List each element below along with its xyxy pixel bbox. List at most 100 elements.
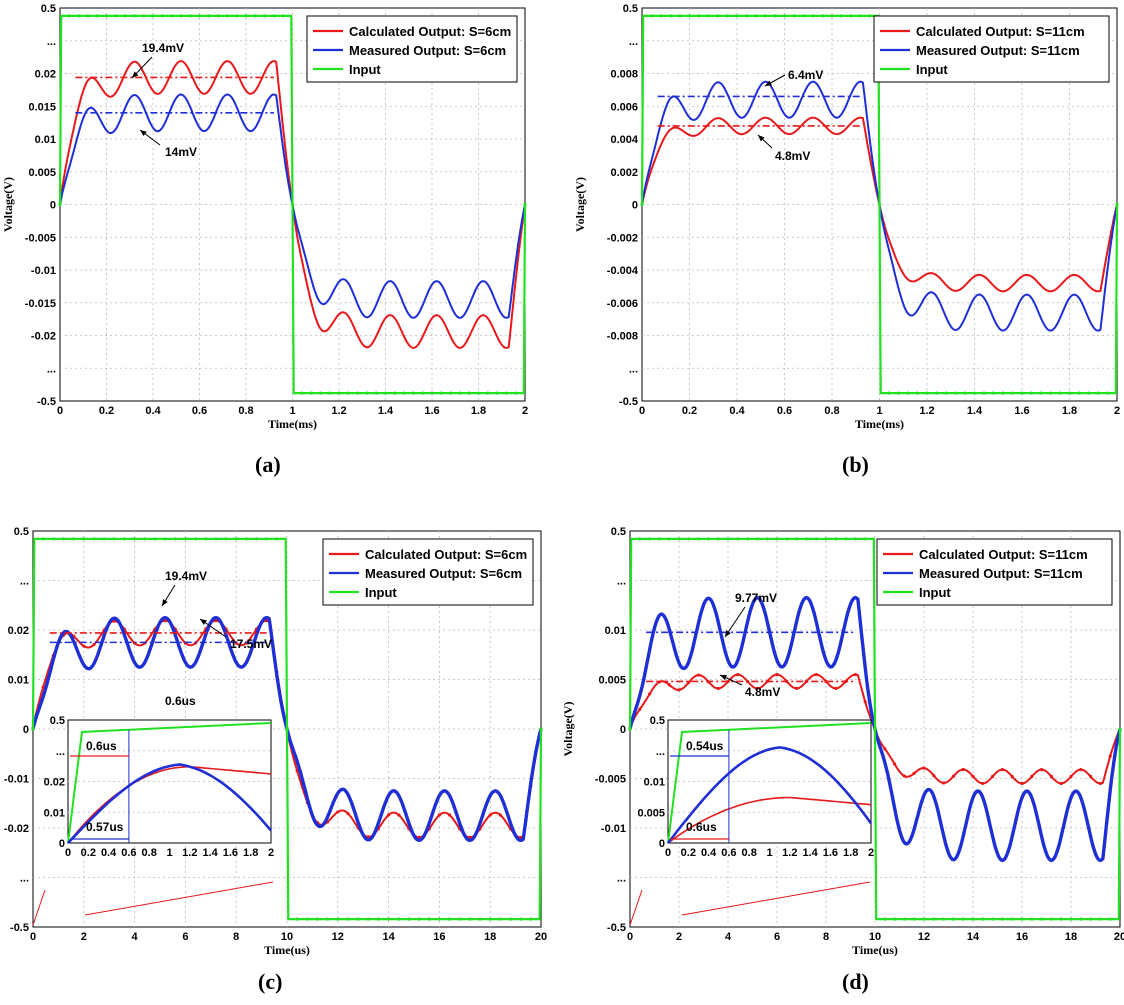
y-tick-a: 0.01 (35, 134, 56, 146)
series-marker-c-2 (508, 917, 513, 921)
annotation-d-1: 4.8mV (745, 685, 780, 699)
annotation-c-1: 17.5mV (230, 637, 272, 651)
series-marker-c-2 (72, 537, 76, 541)
series-marker-a-2 (458, 391, 462, 395)
series-marker-a-2 (514, 391, 518, 395)
series-marker-a-2 (67, 14, 71, 18)
series-marker-a-2 (337, 391, 341, 395)
inset-x-tick-d: 1.8 (843, 847, 858, 859)
annotation-a-1: 14mV (165, 145, 197, 159)
x-tick-a: 1.4 (378, 405, 394, 417)
series-marker-a-2 (179, 14, 183, 18)
series-marker-d-2 (873, 727, 877, 731)
series-marker-d-2 (824, 537, 828, 541)
series-marker-c-2 (275, 537, 279, 541)
zoom-line-d-1 (681, 881, 871, 916)
series-marker-b-2 (1105, 391, 1110, 395)
x-tick-d: 10 (869, 931, 881, 943)
x-tick-a: 1.6 (424, 405, 439, 417)
y-tick-d: 0.01 (605, 625, 626, 637)
inset-meas-line-c (67, 763, 272, 844)
series-marker-c-2 (366, 917, 370, 921)
series-marker-c-2 (397, 917, 401, 921)
legend-label-a-0: Calculated Output: S=6cm (349, 24, 511, 39)
y-tick-c: ... (20, 873, 29, 885)
series-marker-d-0 (648, 692, 652, 696)
series-marker-b-2 (744, 14, 749, 18)
inset-x-tick-d: 1.2 (782, 847, 797, 859)
inset-calc-line-d (667, 796, 872, 844)
series-marker-b-2 (678, 14, 682, 18)
x-tick-d: 8 (823, 931, 829, 943)
series-marker-a-2 (439, 391, 443, 395)
y-axis-label-a: Voltage(V) (1, 177, 15, 232)
inset-x-tick-d: 0.4 (701, 847, 717, 859)
x-tick-c: 0 (30, 931, 36, 943)
series-marker-b-2 (706, 14, 711, 18)
series-marker-a-2 (77, 14, 81, 18)
series-marker-d-2 (775, 537, 779, 541)
series-marker-c-2 (112, 537, 116, 541)
zoom-line-d-0 (629, 889, 643, 926)
y-tick-d: -0.01 (601, 823, 626, 835)
series-marker-d-0 (971, 774, 975, 779)
series-marker-a-2 (411, 391, 415, 395)
series-marker-d-0 (775, 672, 779, 677)
series-marker-a-2 (421, 391, 425, 395)
series-marker-d-2 (1069, 917, 1073, 921)
series-marker-c-0 (468, 835, 472, 840)
annotation-arrow-a-1-head (140, 130, 147, 137)
series-marker-d-2 (785, 537, 789, 541)
series-marker-c-2 (102, 537, 106, 541)
series-marker-c-2 (315, 917, 320, 921)
series-marker-d-2 (1079, 917, 1083, 921)
series-marker-a-2 (467, 391, 471, 395)
y-tick-c: 0.01 (8, 675, 29, 687)
y-tick-b: -0.002 (607, 232, 638, 244)
series-marker-c-0 (41, 685, 45, 689)
series-marker-d-2 (893, 917, 897, 921)
legend-label-b-0: Calculated Output: S=11cm (916, 24, 1085, 39)
inset-x-tick-d: 1 (766, 847, 772, 859)
legend-label-c-1: Measured Output: S=6cm (365, 566, 522, 581)
series-marker-a-2 (402, 391, 406, 395)
series-marker-c-0 (519, 835, 523, 840)
x-axis-label-a: Time(ms) (268, 417, 317, 431)
series-marker-d-0 (795, 686, 799, 691)
zoom-line-c-0 (32, 889, 46, 926)
series-marker-a-2 (244, 14, 248, 18)
inset-x-tick-c: 1 (166, 847, 172, 859)
series-marker-a-2 (486, 391, 490, 395)
series-marker-d-0 (991, 774, 995, 779)
x-tick-c: 12 (332, 931, 344, 943)
series-marker-c-2 (143, 537, 147, 541)
inset-y-tick-c: 0.02 (44, 777, 65, 789)
x-axis-label-b: Time(ms) (855, 417, 904, 431)
series-marker-d-2 (1108, 917, 1112, 921)
x-tick-a: 1 (289, 405, 295, 417)
y-axis-label-d: Voltage(V) (561, 702, 575, 757)
series-marker-d-2 (628, 727, 632, 731)
series-marker-a-2 (95, 14, 99, 18)
series-marker-c-2 (458, 917, 462, 921)
series-marker-c-2 (193, 537, 198, 541)
series-marker-d-2 (677, 537, 681, 541)
series-marker-d-2 (804, 537, 809, 541)
series-marker-c-0 (387, 813, 391, 817)
series-marker-a-2 (495, 391, 499, 395)
series-marker-d-2 (1089, 917, 1093, 921)
x-tick-c: 16 (433, 931, 445, 943)
series-marker-d-0 (853, 672, 858, 677)
inset-annotation-d-0: 0.54us (686, 739, 724, 753)
x-tick-b: 1.6 (1014, 405, 1029, 417)
series-marker-c-2 (244, 537, 248, 541)
annotation-b-1: 4.8mV (775, 149, 810, 163)
series-marker-c-2 (295, 917, 299, 921)
y-tick-b: 0.002 (610, 167, 638, 179)
x-tick-d: 20 (1114, 931, 1124, 943)
series-marker-d-0 (657, 680, 662, 684)
series-marker-d-2 (746, 537, 750, 541)
series-marker-d-0 (1059, 781, 1063, 786)
inset-x-tick-d: 2 (868, 847, 874, 859)
series-marker-d-2 (795, 537, 799, 541)
